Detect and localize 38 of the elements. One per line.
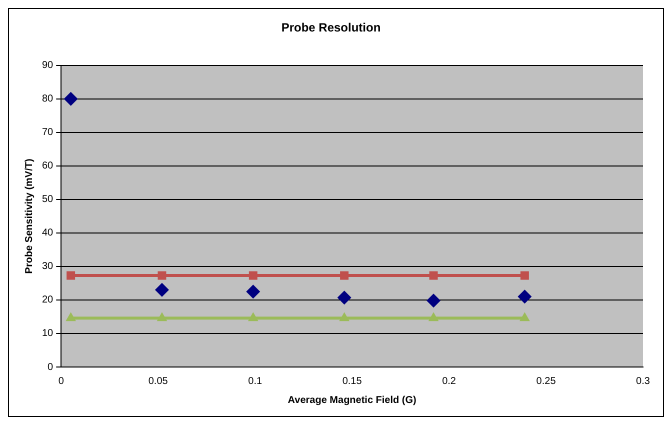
y-tick-label: 80 bbox=[42, 94, 54, 105]
point bbox=[158, 271, 166, 280]
y-tick-label: 30 bbox=[42, 261, 54, 272]
chart-title: Probe Resolution bbox=[281, 20, 381, 35]
y-tick-label: 90 bbox=[42, 60, 54, 72]
point bbox=[66, 312, 76, 322]
x-tick-label: 0.3 bbox=[636, 376, 650, 387]
x-tick-label: 0.1 bbox=[248, 376, 262, 387]
x-tick-label: 0 bbox=[58, 376, 64, 387]
point bbox=[518, 290, 532, 304]
point bbox=[248, 271, 258, 280]
point bbox=[339, 312, 350, 322]
x-tick-label: 0.2 bbox=[442, 376, 456, 387]
point bbox=[66, 271, 76, 280]
y-tick-label: 20 bbox=[42, 294, 54, 306]
y-tick-label: 40 bbox=[42, 228, 54, 239]
x-tick-label: 0.25 bbox=[536, 376, 556, 387]
y-tick-label: 10 bbox=[42, 328, 54, 340]
y-axis-title: Probe Sensitivity (mV/T) bbox=[24, 158, 35, 274]
x-axis-title: Average Magnetic Field (G) bbox=[288, 394, 416, 406]
x-tick-label: 0.15 bbox=[342, 376, 362, 387]
y-tick-label: 0 bbox=[48, 362, 54, 373]
point bbox=[248, 312, 258, 322]
point bbox=[340, 271, 349, 280]
point bbox=[154, 282, 169, 297]
point bbox=[426, 294, 441, 308]
point bbox=[64, 92, 78, 106]
point bbox=[156, 312, 168, 322]
point bbox=[519, 312, 530, 322]
y-tick-label: 70 bbox=[42, 127, 54, 138]
point bbox=[520, 271, 529, 280]
x-tick-label: 0.05 bbox=[148, 376, 168, 387]
y-tick-label: 60 bbox=[42, 160, 54, 172]
y-tick-label: 50 bbox=[42, 194, 54, 206]
point bbox=[337, 290, 352, 305]
point bbox=[429, 271, 438, 280]
point bbox=[246, 284, 260, 299]
point bbox=[428, 312, 439, 322]
